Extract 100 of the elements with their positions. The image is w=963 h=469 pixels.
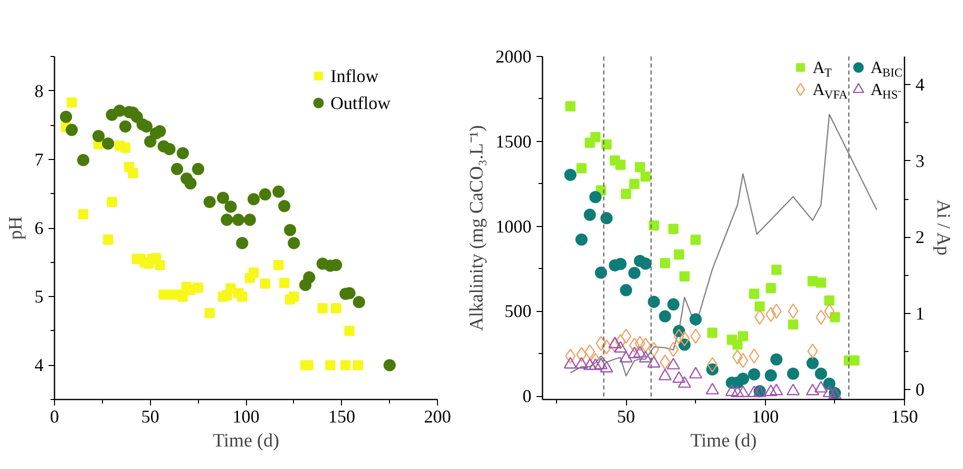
point [620, 284, 632, 296]
point [278, 200, 290, 212]
y2-tick-label: 3 [916, 150, 924, 171]
point [816, 278, 826, 288]
point [771, 264, 782, 275]
point [565, 348, 576, 364]
point [128, 168, 138, 178]
point [814, 368, 828, 380]
point [600, 360, 614, 372]
point [272, 186, 285, 198]
point [284, 224, 296, 236]
point [748, 386, 761, 398]
point [352, 360, 364, 370]
y-axis-title: Alkalinity (mg CaCO₃.L⁻¹) [466, 125, 488, 331]
point [648, 220, 659, 231]
point [690, 234, 701, 245]
point [806, 384, 820, 396]
point [565, 101, 576, 112]
point [668, 224, 678, 234]
point [236, 237, 248, 250]
point [325, 360, 336, 370]
x-tick-label: 150 [328, 406, 356, 426]
y-tick-label: 6 [34, 218, 44, 238]
point [748, 368, 760, 380]
point [588, 358, 602, 370]
point [707, 357, 718, 372]
point [248, 193, 260, 206]
point [601, 339, 612, 354]
point [178, 292, 188, 302]
point [770, 384, 784, 396]
point [824, 304, 835, 319]
point [849, 355, 860, 366]
point [706, 382, 719, 394]
y-tick-label: 7 [34, 149, 44, 170]
y-tick-label: 8 [34, 80, 44, 101]
point [672, 371, 686, 383]
x-tick-label: 50 [141, 406, 160, 426]
point [564, 168, 576, 181]
y2-axis-title: Ai / Ap [932, 200, 954, 256]
point [707, 328, 718, 338]
point [770, 353, 783, 366]
point [594, 358, 608, 370]
point [666, 358, 680, 370]
point [824, 295, 834, 306]
point [690, 313, 702, 326]
point [658, 310, 672, 322]
point [77, 154, 90, 166]
point [658, 368, 672, 380]
point [629, 178, 640, 189]
x-tick-label: 150 [891, 406, 918, 426]
point [690, 328, 701, 344]
point [678, 376, 692, 388]
point [615, 160, 626, 170]
point [640, 338, 651, 353]
point [754, 301, 765, 312]
point [78, 209, 88, 220]
point [788, 304, 798, 319]
point [788, 319, 798, 330]
point [119, 120, 132, 133]
point [766, 283, 776, 294]
point [303, 271, 316, 284]
point [679, 271, 690, 282]
point [384, 359, 396, 372]
point [224, 200, 237, 213]
point [600, 212, 613, 224]
point [689, 366, 702, 378]
point [583, 358, 596, 370]
point [564, 356, 577, 369]
point [176, 147, 189, 160]
point [648, 296, 660, 308]
point [576, 163, 587, 174]
point [806, 357, 819, 370]
point [163, 143, 176, 156]
point [303, 360, 314, 370]
point [822, 386, 836, 398]
point [667, 298, 680, 310]
x-tick-label: 100 [232, 406, 260, 426]
point [629, 338, 640, 353]
y-tick-label: 5 [34, 286, 44, 307]
point [816, 310, 826, 325]
point [730, 386, 744, 398]
point [634, 162, 646, 172]
point [639, 258, 652, 270]
point [807, 344, 818, 359]
point [170, 162, 184, 176]
point [660, 354, 670, 370]
point [193, 282, 204, 293]
point [352, 296, 366, 308]
point [584, 208, 596, 221]
y-tick-label: 4 [34, 355, 44, 376]
point [260, 278, 270, 289]
point [589, 191, 602, 204]
point [102, 138, 114, 150]
point [140, 120, 153, 133]
point [192, 162, 204, 176]
point [674, 249, 684, 260]
point [232, 214, 244, 226]
legend-label: Outflow [330, 93, 390, 113]
y-axis-title: pH [6, 216, 26, 240]
point [574, 356, 588, 369]
